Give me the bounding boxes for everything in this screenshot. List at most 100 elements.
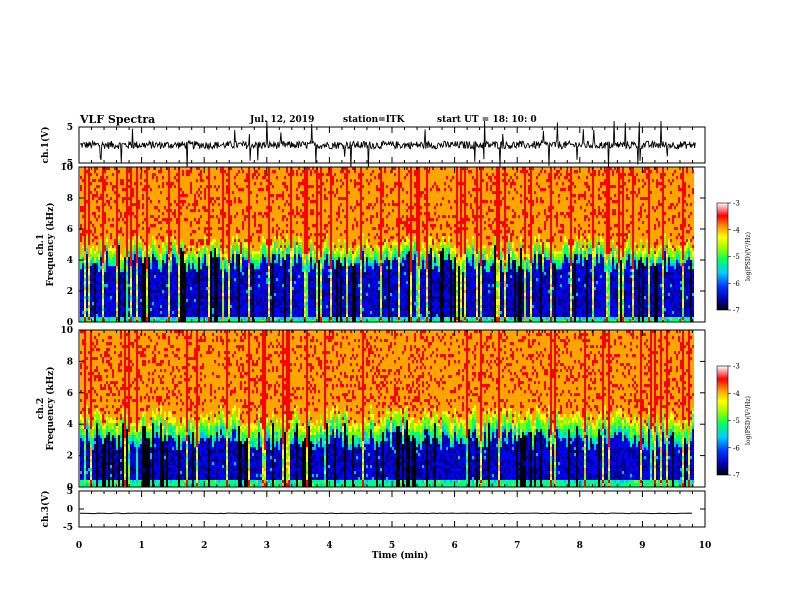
spectrogram-cell xyxy=(178,278,180,281)
spectrogram-cell xyxy=(216,311,218,314)
spectrogram-cell xyxy=(88,314,90,317)
spectrogram-cell xyxy=(126,206,128,209)
spectrogram-cell xyxy=(262,269,264,272)
spectrogram-cell xyxy=(80,248,82,251)
spectrogram-cell xyxy=(258,227,260,230)
spectrogram-cell xyxy=(104,266,106,269)
spectrogram-cell xyxy=(144,314,146,317)
spectrogram-cell xyxy=(80,311,82,314)
spectrogram-cell xyxy=(128,233,130,236)
spectrogram-cell xyxy=(106,296,108,299)
spectrogram-cell xyxy=(162,311,164,314)
spectrogram-cell xyxy=(216,218,218,221)
spectrogram-cell xyxy=(170,230,172,233)
spectrogram-cell xyxy=(204,296,206,299)
spectrogram-cell xyxy=(136,230,138,233)
spectrogram-cell xyxy=(224,200,226,203)
spectrogram-cell xyxy=(196,290,198,293)
spectrogram-cell xyxy=(104,272,106,275)
spectrogram-cell xyxy=(146,284,148,287)
spectrogram-cell xyxy=(234,242,236,245)
spectrogram-cell xyxy=(116,263,118,266)
spectrogram-cell xyxy=(216,206,218,209)
spectrogram-cell xyxy=(148,245,150,248)
spectrogram-cell xyxy=(88,263,90,266)
spectrogram-cell xyxy=(116,200,118,203)
spectrogram-cell xyxy=(176,317,178,320)
spectrogram-cell xyxy=(164,224,166,227)
spectrogram-cell xyxy=(84,227,86,230)
spectrogram-cell xyxy=(248,284,250,287)
spectrogram-cell xyxy=(142,200,144,203)
spectrogram-cell xyxy=(96,221,98,224)
spectrogram-cell xyxy=(216,200,218,203)
spectrogram-cell xyxy=(222,224,224,227)
spectrogram-cell xyxy=(176,245,178,248)
spectrogram-cell xyxy=(232,224,234,227)
spectrogram-cell xyxy=(140,215,142,218)
spectrogram-cell xyxy=(104,188,106,191)
spectrogram-cell xyxy=(122,293,124,296)
spectrogram-cell xyxy=(90,248,92,251)
spectrogram-cell xyxy=(112,173,114,176)
spectrogram-cell xyxy=(158,254,160,257)
spectrogram-cell xyxy=(144,227,146,230)
spectrogram-cell xyxy=(144,272,146,275)
spectrogram-cell xyxy=(202,296,204,299)
spectrogram-cell xyxy=(174,269,176,272)
spectrogram-cell xyxy=(236,242,238,245)
spectrogram-cell xyxy=(122,209,124,212)
spectrogram-cell xyxy=(214,218,216,221)
spectrogram-cell xyxy=(224,269,226,272)
spectrogram-cell xyxy=(204,251,206,254)
spectrogram-cell xyxy=(136,275,138,278)
spectrogram-cell xyxy=(176,206,178,209)
spectrogram-cell xyxy=(114,287,116,290)
spectrogram-cell xyxy=(112,224,114,227)
spectrogram-cell xyxy=(180,215,182,218)
spectrogram-cell xyxy=(202,173,204,176)
spectrogram-cell xyxy=(104,236,106,239)
spectrogram-cell xyxy=(190,227,192,230)
spectrogram-cell xyxy=(82,263,84,266)
spectrogram-cell xyxy=(256,275,258,278)
spectrogram-cell xyxy=(146,275,148,278)
spectrogram-cell xyxy=(252,173,254,176)
spectrogram-cell xyxy=(194,296,196,299)
spectrogram-cell xyxy=(82,248,84,251)
spectrogram-cell xyxy=(168,311,170,314)
spectrogram-cell xyxy=(236,302,238,305)
spectrogram-cell xyxy=(124,299,126,302)
spectrogram-cell xyxy=(196,200,198,203)
spectrogram-cell xyxy=(158,203,160,206)
spectrogram-cell xyxy=(84,260,86,263)
spectrogram-cell xyxy=(102,302,104,305)
spectrogram-cell xyxy=(148,254,150,257)
spectrogram-cell xyxy=(228,224,230,227)
spectrogram-cell xyxy=(254,305,256,308)
spectrogram-cell xyxy=(134,230,136,233)
spectrogram-cell xyxy=(110,248,112,251)
spectrogram-cell xyxy=(192,191,194,194)
spectrogram-cell xyxy=(92,281,94,284)
spectrogram-cell xyxy=(142,221,144,224)
spectrogram-cell xyxy=(136,278,138,281)
spectrogram-cell xyxy=(212,314,214,317)
spectrogram-cell xyxy=(150,236,152,239)
spectrogram-cell xyxy=(176,314,178,317)
spectrogram-cell xyxy=(142,314,144,317)
spectrogram-cell xyxy=(218,293,220,296)
spectrogram-cell xyxy=(164,284,166,287)
spectrogram-cell xyxy=(120,218,122,221)
spectrogram-cell xyxy=(242,272,244,275)
spectrogram-cell xyxy=(144,302,146,305)
spectrogram-cell xyxy=(260,263,262,266)
spectrogram-cell xyxy=(134,287,136,290)
spectrogram-cell xyxy=(218,314,220,317)
spectrogram-cell xyxy=(148,305,150,308)
spectrogram-cell xyxy=(206,224,208,227)
spectrogram-cell xyxy=(250,236,252,239)
spectrogram-cell xyxy=(144,263,146,266)
spectrogram-cell xyxy=(90,203,92,206)
spectrogram-cell xyxy=(248,176,250,179)
